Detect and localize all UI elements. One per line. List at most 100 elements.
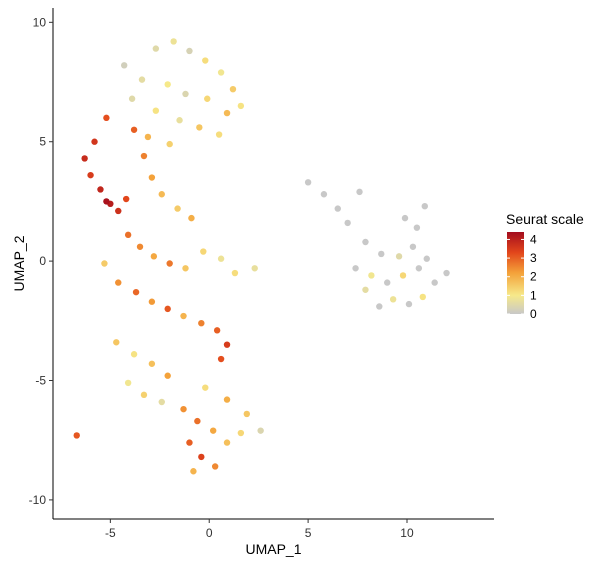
data-point (251, 265, 258, 272)
data-point (182, 265, 189, 272)
legend-colorbar (507, 232, 524, 314)
x-tick-label: 10 (400, 526, 414, 540)
data-point (415, 265, 423, 272)
data-point (198, 319, 205, 327)
data-point (368, 272, 375, 279)
data-point (194, 417, 201, 425)
data-point (164, 305, 171, 313)
legend-ticks: 0 1 2 3 4 (507, 232, 537, 321)
data-point (217, 255, 225, 262)
data-point (158, 191, 165, 198)
data-point (148, 298, 156, 305)
data-point (164, 81, 171, 88)
data-point (378, 250, 385, 258)
data-point (344, 219, 351, 227)
data-point (188, 214, 195, 222)
data-point (166, 260, 173, 267)
data-point (138, 76, 146, 83)
data-point (409, 243, 417, 250)
data-point (186, 439, 193, 446)
data-point (148, 174, 156, 181)
legend-tick-label: 1 (530, 288, 537, 302)
data-point (152, 45, 160, 52)
data-point (130, 126, 138, 133)
x-tick-label: 0 (206, 526, 213, 540)
data-point (405, 300, 413, 308)
data-point (190, 468, 197, 475)
data-point (148, 360, 156, 367)
data-point (419, 293, 427, 301)
x-axis-ticks: -5 0 5 10 (105, 519, 414, 540)
data-point (243, 410, 251, 418)
data-point (81, 155, 88, 162)
legend-tick-label: 2 (530, 270, 537, 284)
data-point (389, 296, 397, 303)
data-point (202, 57, 209, 64)
data-point (120, 62, 128, 69)
data-point (140, 152, 148, 160)
data-point (180, 405, 187, 413)
data-point (223, 396, 231, 403)
data-point (113, 339, 120, 346)
data-point (150, 253, 158, 260)
data-point (198, 453, 205, 461)
data-point (140, 391, 148, 399)
data-point (421, 202, 428, 210)
x-axis-title: UMAP_1 (245, 541, 301, 557)
data-point (413, 224, 421, 231)
data-point (443, 269, 450, 277)
data-point (431, 279, 438, 286)
axes: -5 0 5 10 -10 -5 0 5 10 (29, 8, 494, 540)
data-point (204, 95, 211, 102)
data-point (217, 69, 225, 76)
data-point (158, 398, 165, 406)
data-point (103, 198, 110, 205)
data-point (91, 138, 98, 145)
y-tick-label: -5 (35, 374, 46, 388)
data-point (128, 95, 136, 102)
data-point (182, 90, 189, 98)
data-point (356, 188, 363, 196)
y-tick-label: 0 (39, 254, 46, 268)
data-point (209, 427, 217, 434)
data-point (304, 179, 312, 186)
data-point (362, 286, 369, 293)
data-point (87, 171, 94, 179)
data-point (115, 207, 122, 215)
data-point (166, 140, 173, 148)
legend-title: Seurat scale (506, 211, 584, 227)
x-tick-label: -5 (105, 526, 116, 540)
data-point (152, 107, 160, 114)
data-point (170, 38, 177, 45)
data-point (132, 288, 140, 296)
data-point (103, 114, 110, 122)
scatter-points (73, 38, 450, 475)
data-point (223, 109, 231, 117)
data-point (101, 260, 108, 267)
data-point (97, 186, 104, 193)
data-point (237, 429, 245, 437)
data-point (196, 124, 203, 131)
data-point (231, 269, 239, 277)
data-point (423, 255, 430, 262)
data-point (213, 327, 221, 334)
data-point (202, 384, 209, 391)
data-point (334, 205, 341, 212)
data-point (174, 205, 181, 212)
data-point (176, 117, 183, 124)
data-point (164, 372, 171, 379)
data-point (217, 355, 225, 363)
data-point (122, 195, 130, 203)
data-point (352, 265, 359, 272)
y-tick-label: 5 (39, 135, 46, 149)
data-point (130, 351, 138, 358)
data-point (211, 463, 219, 470)
y-tick-label: -10 (29, 493, 47, 507)
data-point (399, 272, 407, 279)
x-tick-label: 5 (305, 526, 312, 540)
data-point (223, 341, 231, 348)
data-point (115, 279, 122, 286)
data-point (200, 248, 207, 255)
y-tick-label: 10 (33, 15, 47, 29)
